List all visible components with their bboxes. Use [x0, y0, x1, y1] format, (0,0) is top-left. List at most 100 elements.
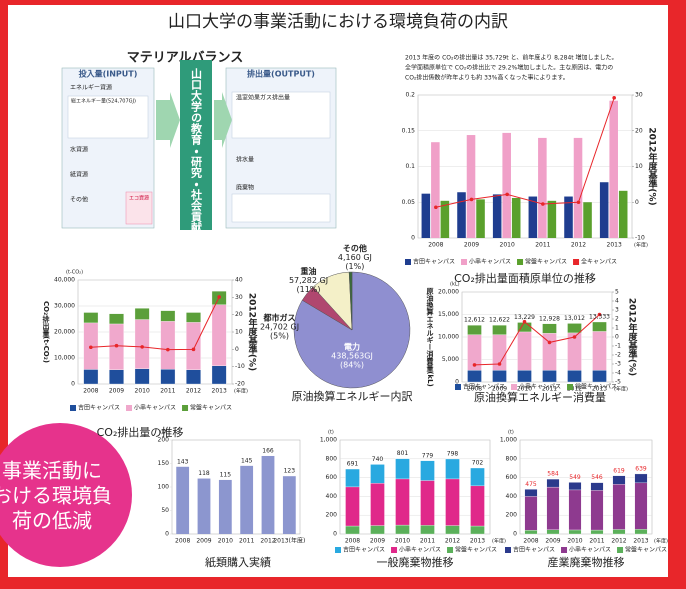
chart-title: CO₂排出量面積原単位の推移: [454, 271, 596, 285]
bar-segment: [186, 313, 200, 323]
y-tick-label: 400: [326, 493, 338, 500]
legend-swatch: [573, 259, 579, 265]
y2-tick-label: 0: [615, 334, 619, 341]
bar: [493, 194, 502, 238]
y-tick-label: 400: [506, 493, 518, 500]
legend-label: 常盤キャンパス: [575, 383, 617, 391]
y-unit: (t-CO₂): [66, 270, 83, 276]
bar-segment: [161, 321, 175, 369]
bar-segment: [446, 479, 460, 526]
y-tick-label: 200: [326, 512, 338, 519]
y2-tick-label: -4: [615, 370, 621, 377]
bar-segment: [468, 325, 482, 334]
y-axis-label: CO₂排出量(t-CO₂): [42, 301, 50, 363]
y-tick-label: 150: [158, 460, 170, 467]
x-unit: (年度): [654, 538, 668, 545]
y-tick-label: 600: [326, 474, 338, 481]
input-item: 水資源: [70, 146, 88, 154]
bar-segment: [186, 322, 200, 369]
x-tick-label: 2010: [395, 538, 410, 545]
bar-segment: [569, 482, 581, 490]
legend-swatch: [561, 547, 567, 553]
bar-segment: [471, 526, 485, 534]
x-tick-label: 2008: [175, 538, 190, 545]
legend-swatch: [461, 259, 467, 265]
x-tick-label: 2010: [500, 242, 515, 249]
bar: [502, 133, 511, 238]
legend-label: 吉田キャンパス: [463, 384, 505, 391]
bar-segment: [161, 311, 175, 322]
legend-label: 吉田キャンパス: [413, 259, 455, 266]
x-tick-label: 2012: [611, 538, 626, 545]
y-tick-label: 200: [158, 437, 170, 444]
legend-label: 常盤キャンパス: [525, 258, 567, 266]
legend-swatch: [335, 547, 341, 553]
y-tick-label: 20,000: [54, 329, 75, 336]
bar: [574, 138, 583, 238]
total-label: 740: [372, 456, 384, 463]
y2-tick-label: 5: [615, 289, 619, 296]
y2-tick-label: 2: [615, 316, 619, 323]
bar-segment: [346, 469, 360, 487]
pie-percent-label: (5%): [270, 332, 289, 341]
x-tick-label: 2010: [218, 538, 233, 545]
pie-category: 電力: [344, 342, 360, 352]
line-point: [166, 348, 170, 352]
bar: [548, 201, 557, 238]
x-tick-label: 2013: [212, 388, 227, 395]
bar-segment: [591, 530, 603, 534]
bar-segment: [346, 487, 360, 526]
y2-tick-label: -3: [615, 361, 621, 368]
line-point: [548, 341, 552, 345]
pie-value-label: 438,563GJ: [331, 352, 373, 361]
total-label: 639: [635, 465, 647, 472]
bar: [467, 135, 476, 238]
legend-label: 吉田キャンパス: [343, 547, 385, 554]
x-tick-label: 2012: [186, 388, 201, 395]
pie-category: 都市ガス: [263, 313, 296, 323]
bar: [619, 191, 628, 238]
line-point: [473, 363, 477, 367]
y-tick-label: 0: [333, 531, 337, 538]
bar-segment: [568, 323, 582, 332]
bar: [422, 194, 431, 238]
line-point: [434, 205, 438, 209]
line-point: [217, 295, 221, 299]
legend-swatch: [517, 259, 523, 265]
note-line: 全学面積原単位で CO₂の排出比で 29.2%増加しました。主な原因は、電力の: [405, 64, 613, 72]
x-tick-label: 2009: [196, 538, 211, 545]
line-point: [505, 193, 509, 197]
bar-segment: [396, 525, 410, 534]
bar-segment: [371, 483, 385, 525]
bar: [609, 101, 618, 238]
y-tick-label: 0: [165, 531, 169, 538]
x-tick-label: 2010: [135, 388, 150, 395]
bar: [583, 202, 592, 238]
bar-segment: [593, 322, 607, 331]
total-label: 798: [447, 450, 459, 457]
bar: [457, 192, 466, 238]
input-title: 投入量(INPUT): [79, 69, 138, 79]
line-point: [498, 362, 502, 366]
legend-label: 吉田キャンパス: [78, 405, 120, 412]
legend-swatch: [567, 384, 573, 390]
y-tick-label: 200: [506, 512, 518, 519]
y-unit: (t): [160, 430, 166, 436]
y-tick-label: 0.05: [402, 199, 416, 206]
x-tick-label: 2009: [464, 242, 479, 249]
legend-swatch: [70, 405, 76, 411]
legend-swatch: [405, 259, 411, 265]
circle-text: おける環境負: [0, 484, 112, 508]
line-point: [192, 348, 196, 352]
bar-segment: [525, 530, 537, 534]
pie-category: 重油: [301, 266, 317, 276]
circle-text: 事業活動に: [2, 459, 102, 483]
total-label: 549: [569, 474, 581, 481]
total-label: 779: [422, 452, 434, 459]
bar-segment: [109, 314, 123, 324]
legend-swatch: [505, 547, 511, 553]
legend-label: 常盤キャンパス: [625, 546, 667, 554]
bar-segment: [635, 474, 647, 483]
x-tick-label: 2013(年度): [273, 537, 305, 545]
y2-tick-label: 0: [635, 199, 639, 206]
